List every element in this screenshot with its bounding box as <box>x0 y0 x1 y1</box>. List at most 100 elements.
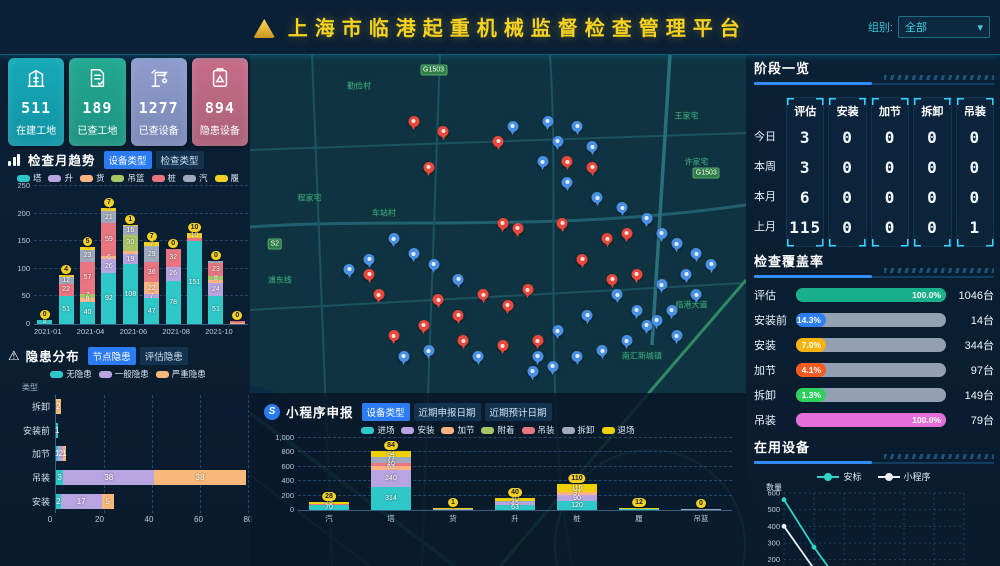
map-pin-red[interactable] <box>631 268 643 280</box>
bar-货[interactable]: 1 <box>433 498 473 510</box>
pin-dot <box>575 354 580 359</box>
bar-2021-07[interactable]: 47 7 22 36 29 7 7 <box>144 232 160 324</box>
map-pin-blue[interactable] <box>472 350 484 362</box>
map-pin-blue[interactable] <box>363 253 375 265</box>
bar-安装[interactable]: 2 17 5 <box>56 493 248 509</box>
group-filter-select[interactable]: 全部 ▾ <box>898 16 990 38</box>
bar-吊篮[interactable]: 0 <box>681 499 721 510</box>
bar-汽[interactable]: 70 28 28 <box>309 491 349 511</box>
map-pin-red[interactable] <box>576 253 588 265</box>
map-pin-red[interactable] <box>388 330 400 342</box>
map-pin-blue[interactable] <box>586 141 598 153</box>
mp-tab-3[interactable]: 近期预计日期 <box>484 402 552 421</box>
map-pin-red[interactable] <box>606 273 618 285</box>
map-pin-blue[interactable] <box>616 202 628 214</box>
map-pin-blue[interactable] <box>656 279 668 291</box>
bar-2021-11[interactable]: 0 <box>229 311 245 324</box>
bar-2021-03[interactable]: 51 22 12 4 <box>58 264 74 324</box>
bar-拆卸[interactable]: 2 <box>56 399 248 415</box>
map-pin-blue[interactable] <box>452 273 464 285</box>
map-pin-blue[interactable] <box>641 319 653 331</box>
map-pin-red[interactable] <box>457 335 469 347</box>
map-pin-red[interactable] <box>601 233 613 245</box>
map-pin-blue[interactable] <box>428 258 440 270</box>
map-pin-blue[interactable] <box>581 309 593 321</box>
pin-dot <box>476 354 481 359</box>
bar-安装前[interactable]: 1 <box>55 422 248 438</box>
map-pin-blue[interactable] <box>690 248 702 260</box>
map-pin-blue[interactable] <box>705 258 717 270</box>
map-pin-blue[interactable] <box>388 233 400 245</box>
map-pin-blue[interactable] <box>408 248 420 260</box>
bar-2021-05[interactable]: 92 26 6 59 21 7 7 <box>101 197 117 324</box>
map-pin-red[interactable] <box>532 335 544 347</box>
map-pin-blue[interactable] <box>547 360 559 372</box>
map-pin-red[interactable] <box>432 294 444 306</box>
map-pin-red[interactable] <box>423 161 435 173</box>
map-pin-blue[interactable] <box>561 176 573 188</box>
map-pin-red[interactable] <box>497 340 509 352</box>
map-pin-blue[interactable] <box>596 345 608 357</box>
map-pin-blue[interactable] <box>680 268 692 280</box>
bar-2021-04[interactable]: 40 8 7 57 23 5 <box>80 236 96 324</box>
map-pin-blue[interactable] <box>671 238 683 250</box>
map-pin-blue[interactable] <box>398 350 410 362</box>
map-pin-red[interactable] <box>522 284 534 296</box>
trend-tab-2[interactable]: 检查类型 <box>155 150 204 169</box>
segment-一般隐患: 2 <box>58 446 64 462</box>
map-pin-blue[interactable] <box>571 120 583 132</box>
bar-履[interactable]: 12 <box>619 497 659 510</box>
map-pin-blue[interactable] <box>591 192 603 204</box>
map-pin-blue[interactable] <box>656 227 668 239</box>
map-pin-blue[interactable] <box>641 212 653 224</box>
bar-2021-09[interactable]: 151 10 10 <box>187 222 203 324</box>
map-pin-red[interactable] <box>556 217 568 229</box>
map-pin-red[interactable] <box>492 135 504 147</box>
map-pin-blue[interactable] <box>423 345 435 357</box>
map-pin-blue[interactable] <box>666 304 678 316</box>
map-pin-red[interactable] <box>452 309 464 321</box>
map-pin-red[interactable] <box>477 289 489 301</box>
mp-tab-1[interactable]: 设备类型 <box>361 402 410 421</box>
map-pin-blue[interactable] <box>537 156 549 168</box>
map-pin-red[interactable] <box>502 299 514 311</box>
map-pin-blue[interactable] <box>690 289 702 301</box>
trend-tab-1[interactable]: 设备类型 <box>103 150 152 169</box>
map-pin-red[interactable] <box>408 115 420 127</box>
map-pin-red[interactable] <box>437 125 449 137</box>
segment-value: 57 <box>83 274 92 282</box>
map-pin-red[interactable] <box>497 217 509 229</box>
map-pin-blue[interactable] <box>532 350 544 362</box>
bar-2021-06[interactable]: 108 19 30 16 1 <box>122 214 138 324</box>
map-pin-blue[interactable] <box>552 325 564 337</box>
map-pin-blue[interactable] <box>552 135 564 147</box>
map-pin-blue[interactable] <box>527 365 539 377</box>
map-pin-red[interactable] <box>418 319 430 331</box>
bar-桩[interactable]: 120 90 37 110 110 <box>557 474 597 510</box>
bar-升[interactable]: 63 45 40 40 <box>495 488 535 511</box>
hazard-tab-2[interactable]: 评估隐患 <box>139 346 188 365</box>
bar-吊装[interactable]: 3 38 38 <box>56 470 248 486</box>
map-pin-red[interactable] <box>363 268 375 280</box>
hazard-tab-1[interactable]: 节点隐患 <box>87 346 136 365</box>
bar-塔[interactable]: 314 240 63 40 77 84 84 <box>371 441 411 510</box>
map-pin-blue[interactable] <box>343 263 355 275</box>
map-pin-red[interactable] <box>512 222 524 234</box>
map-pin-blue[interactable] <box>507 120 519 132</box>
map-pin-red[interactable] <box>621 227 633 239</box>
map-pin-red[interactable] <box>586 161 598 173</box>
map-pin-blue[interactable] <box>571 350 583 362</box>
map-pin-blue[interactable] <box>621 335 633 347</box>
map-pin-blue[interactable] <box>631 304 643 316</box>
bar-2021-10[interactable]: 51 24 8 23 0 <box>208 250 224 324</box>
map-pin-red[interactable] <box>561 156 573 168</box>
map-pin-red[interactable] <box>373 289 385 301</box>
map-pin-blue[interactable] <box>651 314 663 326</box>
bar-2021-08[interactable]: 78 26 32 0 <box>165 238 181 324</box>
map-pin-blue[interactable] <box>611 289 623 301</box>
mp-tab-2[interactable]: 近期申报日期 <box>413 402 481 421</box>
map-pin-blue[interactable] <box>671 330 683 342</box>
map-pin-blue[interactable] <box>542 115 554 127</box>
